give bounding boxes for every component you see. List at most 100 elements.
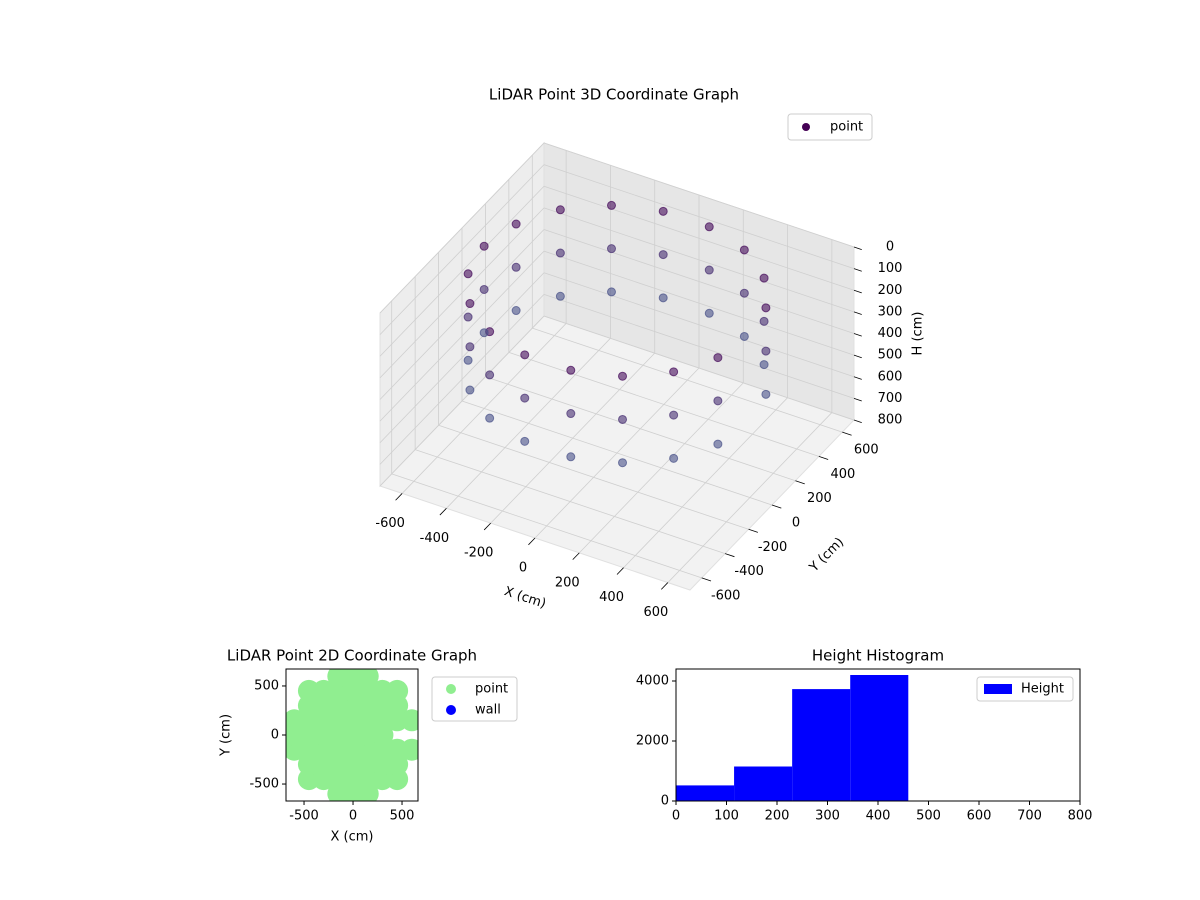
tick-mark bbox=[661, 582, 669, 590]
legend-box bbox=[787, 113, 873, 141]
tick-mark bbox=[842, 431, 852, 436]
z-axis-label: H (cm) bbox=[911, 312, 926, 356]
bar bbox=[734, 766, 793, 801]
grid-line bbox=[461, 400, 773, 506]
bar bbox=[850, 675, 909, 801]
point bbox=[463, 355, 473, 365]
point bbox=[759, 316, 769, 326]
z-tick-label: 200 bbox=[878, 283, 903, 298]
chart-title: LiDAR Point 2D Coordinate Graph bbox=[227, 647, 477, 665]
grid-line bbox=[379, 250, 545, 422]
tick-mark bbox=[528, 537, 536, 546]
tick-mark bbox=[771, 504, 782, 509]
point bbox=[618, 414, 628, 424]
x-tick-label: -200 bbox=[464, 546, 494, 561]
point bbox=[511, 262, 521, 272]
legend-marker bbox=[802, 123, 810, 131]
point bbox=[485, 370, 495, 380]
tick-mark bbox=[853, 289, 862, 294]
x-tick-label: 0 bbox=[672, 809, 680, 824]
x-tick-label: 500 bbox=[916, 809, 941, 824]
x-tick-label: 300 bbox=[815, 809, 840, 824]
x-tick-label: 500 bbox=[390, 809, 415, 824]
point bbox=[739, 288, 749, 298]
point bbox=[658, 293, 668, 303]
point bbox=[618, 371, 628, 381]
point bbox=[520, 436, 530, 446]
point bbox=[555, 205, 565, 215]
point bbox=[739, 331, 749, 341]
point bbox=[669, 410, 679, 420]
z-tick-label: 0 bbox=[886, 240, 894, 255]
point bbox=[463, 312, 473, 322]
point bbox=[566, 365, 576, 375]
point bbox=[761, 303, 771, 313]
z-tick-label: 700 bbox=[878, 391, 903, 406]
x-tick-label: 200 bbox=[555, 575, 580, 590]
legend-marker bbox=[446, 705, 456, 715]
point bbox=[479, 328, 489, 338]
point bbox=[704, 222, 714, 232]
point bbox=[606, 244, 616, 254]
point bbox=[669, 367, 679, 377]
grid-line bbox=[415, 449, 726, 554]
axes-frame bbox=[285, 668, 419, 802]
point bbox=[658, 206, 668, 216]
point bbox=[704, 265, 714, 275]
point bbox=[761, 346, 771, 356]
grid-line bbox=[508, 352, 819, 457]
y-tick-label: -600 bbox=[711, 588, 741, 603]
grid-line bbox=[379, 315, 545, 487]
grid-line bbox=[379, 164, 545, 335]
tick-mark bbox=[483, 522, 492, 531]
chart-title: Height Histogram bbox=[812, 647, 944, 665]
grid-line bbox=[379, 142, 545, 314]
y-tick-label: 0 bbox=[271, 728, 279, 743]
grid-line bbox=[379, 185, 545, 357]
x-tick-label: 100 bbox=[714, 809, 739, 824]
grid-line bbox=[543, 272, 855, 378]
y-tick-label: 200 bbox=[807, 491, 832, 506]
tick-mark bbox=[701, 577, 712, 582]
grid-line bbox=[543, 142, 855, 248]
grid-line bbox=[543, 164, 855, 270]
grid-line bbox=[543, 250, 855, 356]
z-tick-label: 400 bbox=[878, 326, 903, 341]
grid-line bbox=[543, 293, 855, 399]
tick-mark bbox=[853, 311, 862, 315]
x-tick-label: 200 bbox=[765, 809, 790, 824]
x-tick-label: 0 bbox=[519, 561, 527, 576]
x-axis-label: X (cm) bbox=[331, 830, 374, 845]
y-tick-label: -400 bbox=[734, 564, 764, 579]
tick-mark bbox=[725, 553, 735, 558]
z-tick-label: 300 bbox=[878, 304, 903, 319]
grid-line bbox=[532, 327, 843, 433]
tick-mark bbox=[853, 333, 862, 337]
tick-mark bbox=[818, 456, 829, 460]
point bbox=[761, 389, 771, 399]
point bbox=[739, 245, 749, 255]
point bbox=[759, 360, 769, 370]
point bbox=[566, 409, 576, 419]
y-tick-label: 4000 bbox=[636, 674, 669, 689]
legend-label: Height bbox=[1021, 682, 1064, 697]
point bbox=[463, 269, 473, 279]
tick-mark bbox=[795, 480, 805, 485]
point bbox=[713, 439, 723, 449]
tick-mark bbox=[853, 354, 862, 359]
x-tick-label: 400 bbox=[599, 590, 624, 605]
y-tick-label: 2000 bbox=[636, 734, 669, 749]
x-tick-label: 700 bbox=[1017, 809, 1042, 824]
y-tick-label: 0 bbox=[661, 794, 669, 809]
point bbox=[356, 669, 379, 688]
z-tick-label: 800 bbox=[878, 413, 903, 428]
bar bbox=[676, 785, 735, 801]
grid-line bbox=[379, 207, 545, 379]
point bbox=[658, 250, 668, 260]
x-tick-label: 600 bbox=[643, 605, 668, 620]
point bbox=[555, 248, 565, 258]
x-tick-label: 600 bbox=[967, 809, 992, 824]
grid-line bbox=[543, 207, 855, 313]
point bbox=[713, 353, 723, 363]
y-tick-label: -200 bbox=[758, 540, 788, 555]
